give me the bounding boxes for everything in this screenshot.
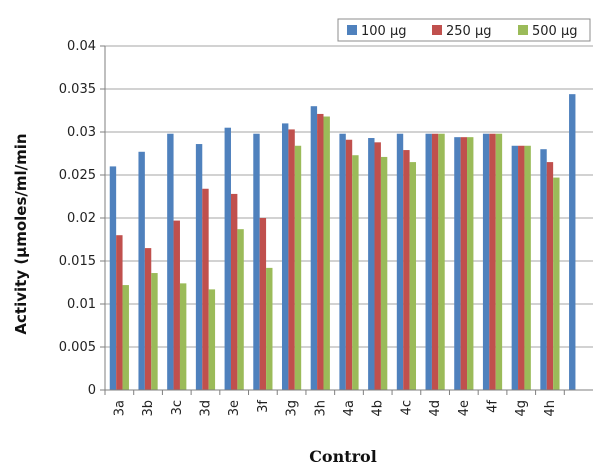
x-tick-label: 3f: [256, 400, 271, 413]
bar-4a-series-2: [352, 155, 359, 390]
bar-4c-series-0: [396, 133, 404, 390]
legend-box: [337, 18, 591, 42]
bar-3e-series-0: [224, 127, 231, 390]
bar-4f-series-2: [495, 133, 503, 390]
bar-4h-series-0: [540, 149, 547, 390]
bar-4e-series-2: [467, 137, 474, 390]
bar-4f-series-0: [482, 133, 490, 390]
x-tick-label: 4g: [514, 400, 529, 417]
x-tick-labels: 3a 3b 3c 3d 3e 3f 3g 3h 4a 4b 4c 4d 4e 4f 4g 4h: [112, 400, 558, 417]
bar-3c-series-1: [173, 220, 180, 390]
legend-label: 500 µg: [532, 24, 577, 39]
bar-3d-series-0: [195, 144, 203, 390]
bar-3g-series-2: [294, 145, 302, 390]
bar-4d-series-2: [438, 133, 445, 390]
y-tick-label: 0.035: [59, 82, 96, 97]
bars: [109, 94, 576, 391]
y-tick-label: 0.01: [67, 297, 96, 312]
legend-label: 100 µg: [361, 24, 406, 39]
y-tick-labels: 0 0.005 0.01 0.015 0.02 0.025 0.03 0.035 0.04: [59, 39, 96, 398]
y-tick-label: 0.015: [59, 254, 96, 269]
bar-3b-series-0: [138, 151, 145, 390]
x-tick-label: 3c: [170, 400, 185, 415]
y-tick-label: 0: [88, 383, 96, 398]
bar-3b-series-1: [144, 248, 152, 390]
bar-4c-series-1: [403, 150, 410, 390]
y-tick-label: 0.04: [67, 39, 96, 54]
y-tick-label: 0.02: [67, 211, 96, 226]
bar-3b-series-2: [151, 273, 158, 390]
bar-3h-series-2: [323, 116, 330, 391]
y-tick-label: 0.03: [67, 125, 96, 140]
bar-4e-series-1: [460, 137, 468, 390]
bar-4f-series-1: [489, 133, 496, 390]
bar-4a-series-0: [339, 133, 346, 390]
y-tick-label: 0.025: [59, 168, 96, 183]
bar-4b-series-2: [380, 156, 388, 390]
legend-swatch: [518, 25, 528, 35]
x-tick-label: 3g: [285, 400, 300, 417]
bar-4h-series-1: [546, 162, 554, 390]
bar-4b-series-0: [368, 138, 375, 390]
x-tick-label: 4d: [428, 400, 443, 417]
bar-4c-series-2: [409, 162, 417, 390]
x-tick-label: 3b: [141, 400, 156, 417]
bar-3g-series-0: [281, 123, 289, 391]
bar-3a-series-1: [116, 235, 123, 390]
bar-3a-series-2: [122, 285, 129, 390]
bar-4d-series-1: [431, 133, 439, 390]
bar-3e-series-2: [237, 229, 244, 390]
x-tick-label: 4h: [543, 400, 558, 417]
x-tick-label: 3e: [227, 400, 242, 416]
bar-3d-series-1: [202, 188, 209, 390]
bar-3c-series-0: [167, 133, 174, 390]
y-axis-title: Activity (µmoles/ml/min: [12, 133, 30, 334]
bar-4g-series-2: [524, 145, 531, 390]
bar-4g-series-0: [511, 145, 519, 390]
bar-3f-series-2: [266, 267, 273, 390]
bar-3d-series-2: [208, 289, 216, 390]
x-tick-label: 3a: [112, 400, 127, 416]
bar-3c-series-2: [179, 283, 187, 390]
bar-4g-series-1: [518, 145, 525, 390]
legend: 100 µg 250 µg 500 µg: [337, 18, 591, 42]
bar-3g-series-1: [288, 129, 295, 391]
x-tick-label: 4a: [342, 400, 357, 416]
x-tick-label: 4f: [486, 400, 501, 413]
legend-swatch: [432, 25, 442, 35]
legend-label: 250 µg: [446, 24, 491, 39]
x-tick-label: 4c: [399, 400, 414, 415]
bar-4e-series-0: [454, 137, 461, 390]
x-tick-label: 3h: [313, 400, 328, 417]
bar-3f-series-0: [253, 133, 260, 390]
y-tick-label: 0.005: [59, 340, 96, 355]
bar-4h-series-2: [553, 177, 560, 390]
legend-swatch: [347, 25, 357, 35]
bar-3e-series-1: [230, 193, 238, 390]
bar-4a-series-1: [345, 139, 353, 390]
bar-extra-series-0: [569, 94, 576, 390]
x-tick-label: 4b: [371, 400, 386, 417]
axes: [100, 45, 593, 395]
bar-3h-series-0: [310, 106, 318, 390]
bar-3f-series-1: [259, 218, 267, 390]
bar-4b-series-1: [374, 142, 381, 390]
bar-3a-series-0: [109, 166, 117, 390]
x-tick-label: 4e: [457, 400, 472, 416]
x-axis-title: Control: [309, 447, 377, 466]
x-tick-label: 3d: [198, 400, 213, 417]
bar-4d-series-0: [425, 133, 432, 390]
bar-3h-series-1: [317, 113, 324, 390]
